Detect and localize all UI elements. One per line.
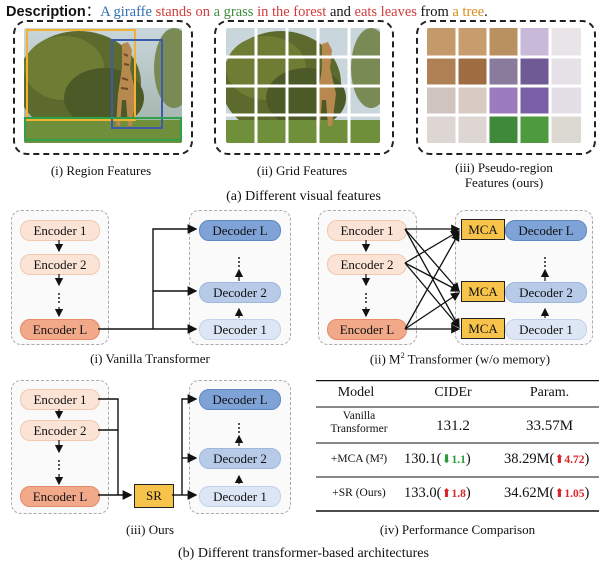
ours-arrows <box>54 394 244 500</box>
mca-param-value: 38.29M( <box>504 451 555 467</box>
pseudo-region-caption: (iii) Pseudo-region Features (ours) <box>416 160 592 190</box>
performance-caption: (iv) Performance Comparison <box>379 522 536 537</box>
mca-param-delta: 4.72 <box>564 454 585 466</box>
vanilla-decoder-l: Decoder L <box>199 220 281 241</box>
desc-stands: stands on <box>151 4 214 20</box>
table-row-sr-cider: 133.0(⬆1.8) <box>404 485 500 502</box>
grid-features-image <box>226 28 380 143</box>
table-row-vanilla-model: Vanilla Transformer <box>316 410 402 436</box>
sr-cider-delta: 1.8 <box>451 488 466 500</box>
vanilla-encoder-2: Encoder 2 <box>20 254 100 275</box>
sr-cider-value: 133.0( <box>404 485 442 501</box>
desc-period: . <box>484 4 488 20</box>
ours-encoder-1: Encoder 1 <box>20 389 100 410</box>
desc-from: from <box>416 4 453 20</box>
m2-encoder-1: Encoder 1 <box>327 220 407 241</box>
sr-cider-up-arrow-icon: ⬆ <box>441 486 452 500</box>
desc-giraffe: A giraffe <box>100 4 152 20</box>
m2-decoder-1: Decoder 1 <box>505 319 587 340</box>
description-line: Description：A giraffe stands on a grass … <box>6 0 488 21</box>
desc-grass: a grass <box>213 4 254 20</box>
description-label: Description <box>6 4 86 20</box>
ours-decoder-2: Decoder 2 <box>199 448 281 469</box>
vanilla-decoder-2: Decoder 2 <box>199 282 281 303</box>
sr-param-close: ) <box>584 485 590 501</box>
vanilla-caption: (i) Vanilla Transformer <box>90 351 210 366</box>
mca-cider-delta: 1.1 <box>451 454 466 466</box>
sr-param-delta: 1.05 <box>564 488 585 500</box>
ours-decoder-l: Decoder L <box>199 389 281 410</box>
architectures-section-caption: (b) Different transformer-based architec… <box>178 546 429 561</box>
ours-encoder-2: Encoder 2 <box>20 420 100 441</box>
m2-decoder-l: Decoder L <box>505 220 587 241</box>
m2-mca-bottom: MCA <box>461 318 505 339</box>
desc-and: and <box>326 4 355 20</box>
table-row-mca-model: +MCA (M²) <box>330 453 388 465</box>
mca-cider-value: 130.1( <box>404 451 442 467</box>
sr-param-value: 34.62M( <box>504 485 555 501</box>
table-row-sr-param: 34.62M(⬆1.05) <box>504 485 600 502</box>
m2-caption-post: Transformer (w/o memory) <box>404 351 551 367</box>
table-row-vanilla-cider: 131.2 <box>436 418 470 434</box>
grid-features-panel <box>214 20 394 155</box>
mca-param-close: ) <box>584 451 590 467</box>
vanilla-arrows <box>54 224 244 334</box>
m2-encoder-2: Encoder 2 <box>327 254 407 275</box>
region-features-panel <box>13 20 193 155</box>
region-features-image <box>24 28 182 143</box>
table-row-sr-model: +SR (Ours) <box>332 487 386 499</box>
vanilla-model-line1: Vanilla <box>342 410 376 422</box>
pseudo-region-features-image <box>427 28 581 143</box>
ours-sr-module: SR <box>134 484 174 508</box>
ours-decoder-1: Decoder 1 <box>199 486 281 507</box>
vanilla-encoder-1: Encoder 1 <box>20 220 100 241</box>
table-row-mca-param: 38.29M(⬆4.72) <box>504 451 600 468</box>
mca-param-up-arrow-icon: ⬆ <box>554 452 565 466</box>
description-sep: ： <box>85 4 101 20</box>
pseudo-region-caption-line1: (iii) Pseudo-region <box>455 160 553 175</box>
vanilla-encoder-l: Encoder L <box>20 319 100 340</box>
table-header-model: Model <box>337 385 375 400</box>
desc-forest: in the forest <box>253 4 327 20</box>
m2-caption-sup: 2 <box>400 351 405 360</box>
region-features-caption: (i) Region Features <box>50 163 152 178</box>
pseudo-region-caption-line2: Features (ours) <box>464 175 544 190</box>
sr-param-up-arrow-icon: ⬆ <box>554 486 565 500</box>
table-row-mca-cider: 130.1(⬇1.1) <box>404 451 500 468</box>
vanilla-model-line2: Transformer <box>330 423 388 435</box>
ours-caption: (iii) Ours <box>125 522 175 537</box>
mca-cider-down-arrow-icon: ⬇ <box>441 452 452 466</box>
table-header-cider: CIDEr <box>434 385 472 400</box>
visual-features-section-caption: (a) Different visual features <box>226 189 381 204</box>
m2-caption: (ii) M2 Transformer (w/o memory) <box>330 351 590 367</box>
pseudo-region-features-panel <box>416 20 596 155</box>
desc-eats: eats leaves <box>354 4 417 20</box>
m2-mca-top: MCA <box>461 219 505 240</box>
mca-cider-close: ) <box>465 451 471 467</box>
m2-decoder-2: Decoder 2 <box>505 282 587 303</box>
sr-cider-close: ) <box>465 485 471 501</box>
performance-table-rules <box>316 380 599 512</box>
m2-caption-pre: (ii) M <box>369 351 401 367</box>
table-row-vanilla-param: 33.57M <box>525 418 574 434</box>
vanilla-decoder-1: Decoder 1 <box>199 319 281 340</box>
m2-arrows <box>361 224 550 334</box>
ours-encoder-l: Encoder L <box>20 486 100 507</box>
m2-encoder-l: Encoder L <box>327 319 407 340</box>
m2-mca-middle: MCA <box>461 281 505 302</box>
grid-features-caption: (ii) Grid Features <box>256 163 348 178</box>
table-header-param: Param. <box>529 385 570 400</box>
desc-tree: a tree <box>452 4 485 20</box>
